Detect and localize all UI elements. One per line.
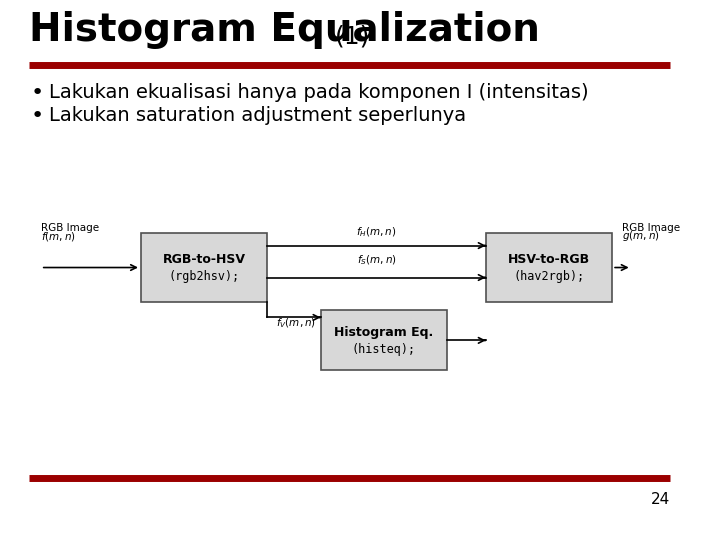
Text: HSV-to-RGB: HSV-to-RGB <box>508 253 590 266</box>
Text: $f_S(m,n)$: $f_S(m,n)$ <box>356 253 397 267</box>
Text: $f_V(m,n)$: $f_V(m,n)$ <box>276 317 316 330</box>
FancyBboxPatch shape <box>486 233 612 302</box>
Text: RGB Image: RGB Image <box>622 222 680 233</box>
Text: Histogram Equalization: Histogram Equalization <box>29 11 540 49</box>
Text: $f(m,n)$: $f(m,n)$ <box>41 230 76 242</box>
Text: $g(m,n)$: $g(m,n)$ <box>622 228 660 242</box>
Text: (histeq);: (histeq); <box>352 343 416 356</box>
FancyBboxPatch shape <box>320 310 447 370</box>
Text: RGB Image: RGB Image <box>41 222 99 233</box>
Text: (rgb2hsv);: (rgb2hsv); <box>168 270 240 283</box>
Text: Lakukan saturation adjustment seperlunya: Lakukan saturation adjustment seperlunya <box>48 106 466 125</box>
Text: •: • <box>31 106 45 126</box>
FancyBboxPatch shape <box>141 233 267 302</box>
Text: •: • <box>31 83 45 103</box>
Text: RGB-to-HSV: RGB-to-HSV <box>163 253 246 266</box>
Text: (hav2rgb);: (hav2rgb); <box>513 270 585 283</box>
Text: 24: 24 <box>651 492 670 507</box>
Text: (1): (1) <box>336 25 371 49</box>
Text: Lakukan ekualisasi hanya pada komponen I (intensitas): Lakukan ekualisasi hanya pada komponen I… <box>48 83 588 102</box>
Text: Histogram Eq.: Histogram Eq. <box>334 326 433 339</box>
Text: $f_H(m,n)$: $f_H(m,n)$ <box>356 225 397 239</box>
